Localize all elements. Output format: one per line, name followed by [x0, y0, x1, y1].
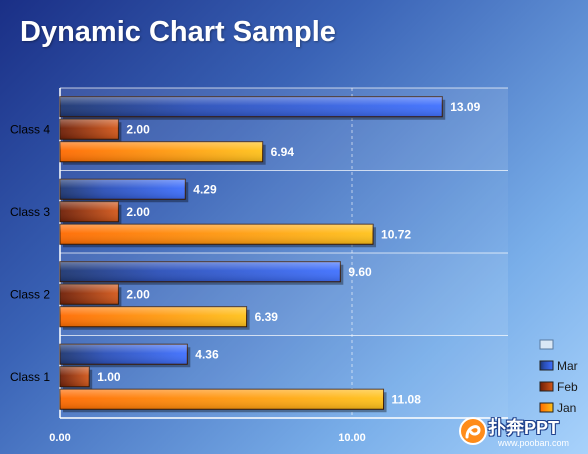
bar-highlight — [60, 389, 384, 410]
brand-url: www.pooban.com — [498, 438, 570, 448]
bar-highlight — [60, 201, 119, 222]
value-label: 2.00 — [126, 122, 150, 136]
legend-label-feb: Feb — [557, 380, 578, 394]
legend: Mar Feb Jan — [539, 339, 578, 415]
value-label: 13.09 — [450, 100, 480, 114]
value-labels: 4.36 1.00 11.08 9.60 2.00 6.39 4.29 2.00 10.72 13… — [97, 100, 480, 407]
bar-highlight — [60, 141, 263, 162]
bar-highlight — [60, 344, 188, 365]
brand-watermark: 扑奔PPT www.pooban.com — [458, 414, 586, 452]
value-label: 4.29 — [193, 182, 217, 196]
value-label: 4.36 — [195, 347, 219, 361]
legend-swatch-jan — [539, 402, 554, 413]
legend-label-jan: Jan — [557, 401, 576, 415]
bar-highlight — [60, 261, 341, 282]
bar-highlight — [60, 284, 119, 305]
category-label: Class 3 — [10, 205, 50, 219]
bar-highlight — [60, 224, 374, 245]
category-labels: Class 1 Class 2 Class 3 Class 4 — [10, 122, 50, 384]
bar-series — [59, 96, 446, 413]
value-label: 2.00 — [126, 287, 150, 301]
x-tick-label: 10.00 — [338, 432, 366, 444]
x-axis-ticks: 0.00 10.00 — [49, 432, 365, 444]
value-label: 10.72 — [381, 227, 411, 241]
brand-logo-icon — [459, 417, 487, 445]
bar-highlight — [60, 119, 119, 140]
legend-label-mar: Mar — [557, 359, 578, 373]
category-bands — [60, 87, 508, 418]
category-label: Class 1 — [10, 370, 50, 384]
bar-highlight — [60, 179, 186, 200]
legend-swatch-feb — [539, 381, 554, 392]
category-label: Class 4 — [10, 122, 50, 136]
value-label: 11.08 — [392, 392, 422, 406]
value-label: 9.60 — [348, 265, 372, 279]
value-label: 6.39 — [255, 310, 279, 324]
legend-swatch-mar — [539, 360, 554, 371]
brand-name: 扑奔PPT — [488, 418, 560, 438]
value-label: 1.00 — [97, 370, 121, 384]
value-label: 6.94 — [271, 145, 295, 159]
bar-highlight — [60, 366, 90, 387]
bar-highlight — [60, 306, 247, 327]
x-tick-label: 0.00 — [49, 432, 70, 444]
bar-highlight — [60, 96, 443, 117]
category-label: Class 2 — [10, 287, 50, 301]
legend-swatch-empty — [539, 339, 554, 350]
value-label: 2.00 — [126, 205, 150, 219]
chart-title: Dynamic Chart Sample — [20, 16, 336, 48]
